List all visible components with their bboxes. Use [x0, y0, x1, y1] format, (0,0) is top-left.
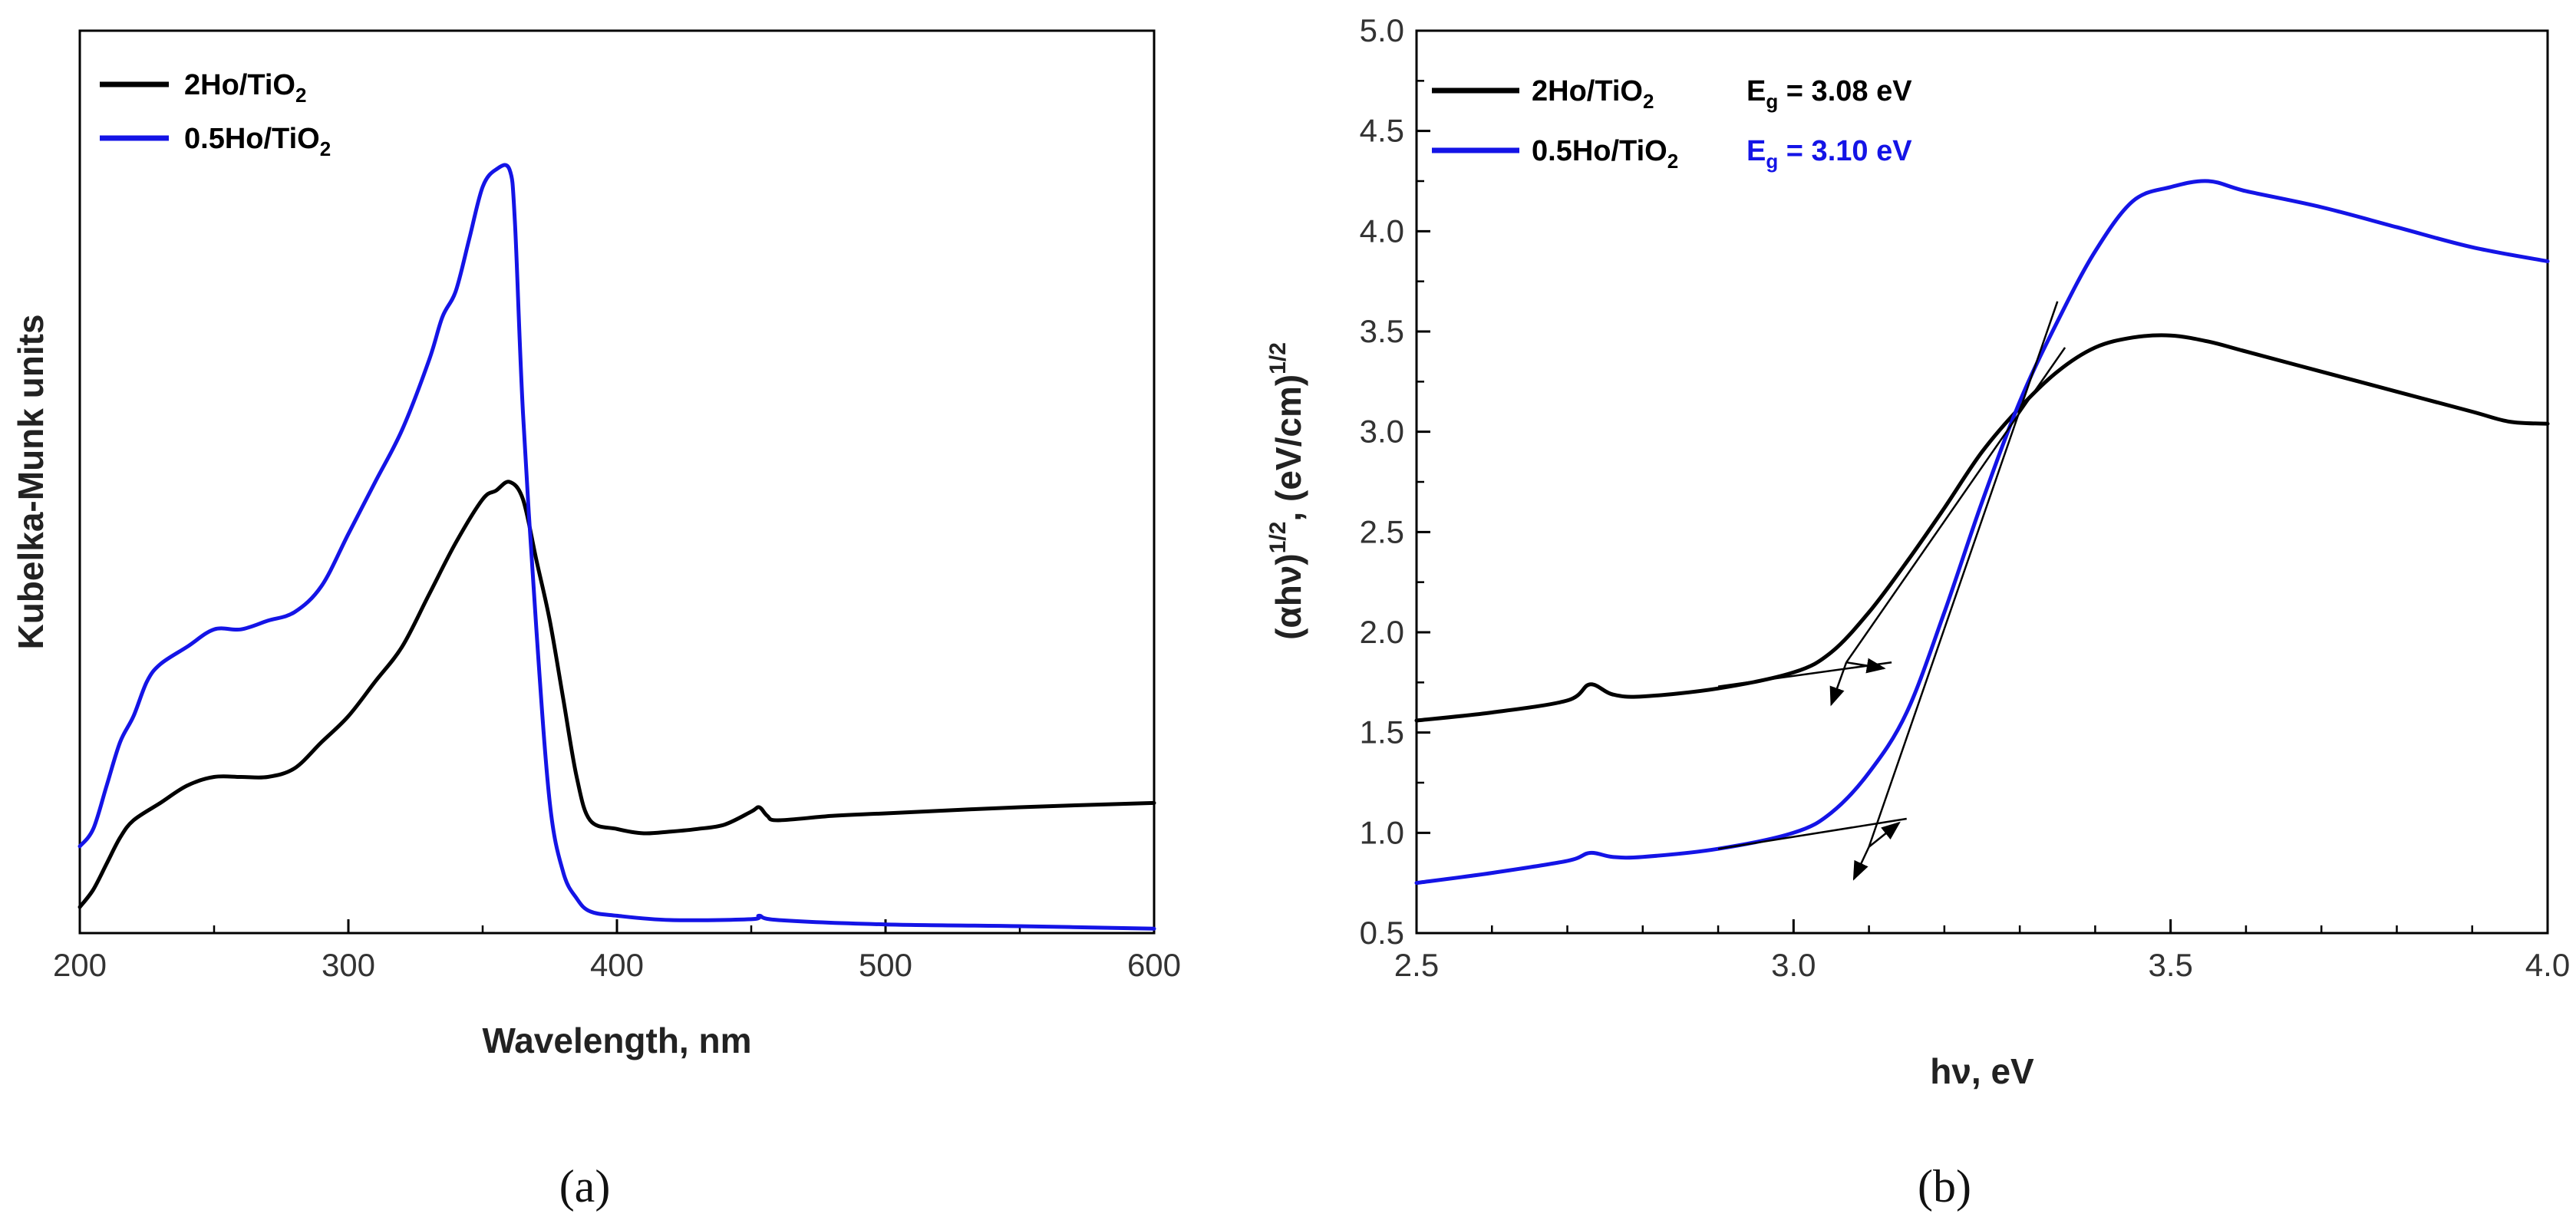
panel-a-legend-label-05ho: 0.5Ho/TiO2	[184, 123, 331, 160]
panel-b-y-tick-label: 1.5	[1360, 714, 1404, 750]
panel-b-eg-2ho-value: = 3.08 eV	[1778, 75, 1912, 107]
panel-a-x-tick-label: 300	[322, 947, 375, 983]
panel-a-x-tick-label: 500	[859, 947, 912, 983]
panel-a-legend-2ho-main: 2Ho/TiO	[184, 69, 295, 101]
panel-b-eg-05ho-sub: g	[1766, 150, 1778, 173]
panel-b-legend-label-05ho: 0.5Ho/TiO2	[1532, 135, 1678, 173]
panel-a-y-axis-title: Kubelka-Munk units	[11, 314, 51, 649]
panel-a-chart: 200 300 400 500 600 Wavelength, nm Kubelka-M…	[11, 29, 1181, 1212]
panel-b-y-tick-label: 3.5	[1360, 313, 1404, 349]
panel-a-x-tick-label: 600	[1127, 947, 1181, 983]
panel-b-y-tick-label: 5.0	[1360, 12, 1404, 48]
panel-b-y-tick-label: 4.5	[1360, 113, 1404, 149]
panel-b-y-title-part-3: , (eV/cm)	[1268, 374, 1308, 522]
panel-b-eg-2ho-e: E	[1746, 75, 1766, 107]
panel-a-legend-05ho-sub: 2	[320, 137, 331, 160]
panel-b-ticks: 2.5 3.0 3.5 4.0 0.5 1.0 1.5 2.0 2.5 3.0 3.5 4.0 4.5 5…	[1360, 12, 2571, 983]
panel-b-eg-label-2ho: Eg = 3.08 eV	[1746, 75, 1912, 113]
panel-b-y-title-part-4: 1/2	[1265, 342, 1291, 374]
panel-b-y-tick-label: 2.0	[1360, 614, 1404, 650]
panel-a-x-ticks: 200 300 400 500 600	[53, 919, 1181, 983]
panel-b-legend-05ho-sub: 2	[1667, 150, 1678, 173]
panel-a-x-axis-title: Wavelength, nm	[483, 1021, 752, 1060]
panel-b-series-line-2ho	[1414, 333, 2550, 723]
panel-b-eg-label-05ho: Eg = 3.10 eV	[1746, 135, 1912, 173]
panel-b-legend: 2Ho/TiO2 Eg = 3.08 eV 0.5Ho/TiO2 Eg = 3.…	[1432, 75, 1912, 173]
panel-b-x-tick-label: 4.0	[2525, 947, 2570, 983]
panel-a-legend-label-2ho: 2Ho/TiO2	[184, 69, 306, 107]
panel-b-y-tick-label: 0.5	[1360, 915, 1404, 951]
panel-a-x-tick-label: 400	[590, 947, 644, 983]
panel-b-tangent-line	[1717, 817, 1907, 850]
panel-a-series-group	[78, 163, 1156, 931]
panel-b-series-line-05ho	[1414, 179, 2550, 886]
panel-b-eg-05ho-e: E	[1746, 135, 1766, 167]
panel-b-legend-05ho-main: 0.5Ho/TiO	[1532, 135, 1667, 167]
panel-b-arrow	[1868, 821, 1901, 848]
panel-b-legend-2ho-sub: 2	[1643, 90, 1654, 113]
panel-b-tangent-line	[1868, 301, 2059, 848]
panel-b-chart: 2.5 3.0 3.5 4.0 0.5 1.0 1.5 2.0 2.5 3.0 3.5 4.0 4.5 5…	[1265, 12, 2570, 1212]
panel-b-y-tick-label: 3.0	[1360, 414, 1404, 450]
panel-a-label: (a)	[559, 1161, 611, 1212]
panel-b-y-title-part-2: 1/2	[1265, 522, 1291, 554]
panel-b-tangent-line	[1717, 661, 1892, 688]
panel-b-arrow	[1852, 846, 1870, 881]
panel-a-legend-05ho-main: 0.5Ho/TiO	[184, 123, 320, 155]
panel-b-tangent-line	[1845, 347, 2066, 663]
panel-a-plot-frame	[78, 29, 1156, 935]
panel-b-x-tick-label: 3.0	[1771, 947, 1816, 983]
panel-b-y-tick-label: 2.5	[1360, 513, 1404, 549]
panel-a-series-line-2ho	[78, 480, 1156, 909]
panel-b-arrow	[1829, 661, 1848, 707]
panel-b-tangent-annotations	[1717, 301, 2066, 881]
panel-b-arrow	[1845, 658, 1886, 674]
panel-b-label: (b)	[1918, 1161, 1971, 1212]
panel-b-y-tick-label: 4.0	[1360, 213, 1404, 249]
panel-b-y-title-part-1: (αhν)	[1268, 553, 1308, 640]
panel-a-legend-2ho-sub: 2	[295, 84, 306, 107]
panel-b-x-tick-label: 2.5	[1394, 947, 1439, 983]
panel-a-x-tick-label: 200	[53, 947, 107, 983]
panel-b-series-group	[1414, 179, 2550, 886]
panel-a-series-line-05ho	[78, 163, 1156, 931]
panel-b-legend-label-2ho: 2Ho/TiO2	[1532, 75, 1654, 113]
panel-b-x-axis-title: hν, eV	[1930, 1051, 2034, 1091]
panel-b-legend-2ho-main: 2Ho/TiO	[1532, 75, 1643, 107]
panel-b-x-tick-label: 3.5	[2148, 947, 2192, 983]
panel-b-y-tick-label: 1.0	[1360, 814, 1404, 850]
panel-a-legend: 2Ho/TiO2 0.5Ho/TiO2	[100, 69, 331, 160]
panel-b-eg-2ho-sub: g	[1766, 90, 1778, 113]
panel-b-eg-05ho-value: = 3.10 eV	[1778, 135, 1912, 167]
panel-b-y-axis-title: (αhν)1/2, (eV/cm)1/2	[1265, 342, 1308, 640]
